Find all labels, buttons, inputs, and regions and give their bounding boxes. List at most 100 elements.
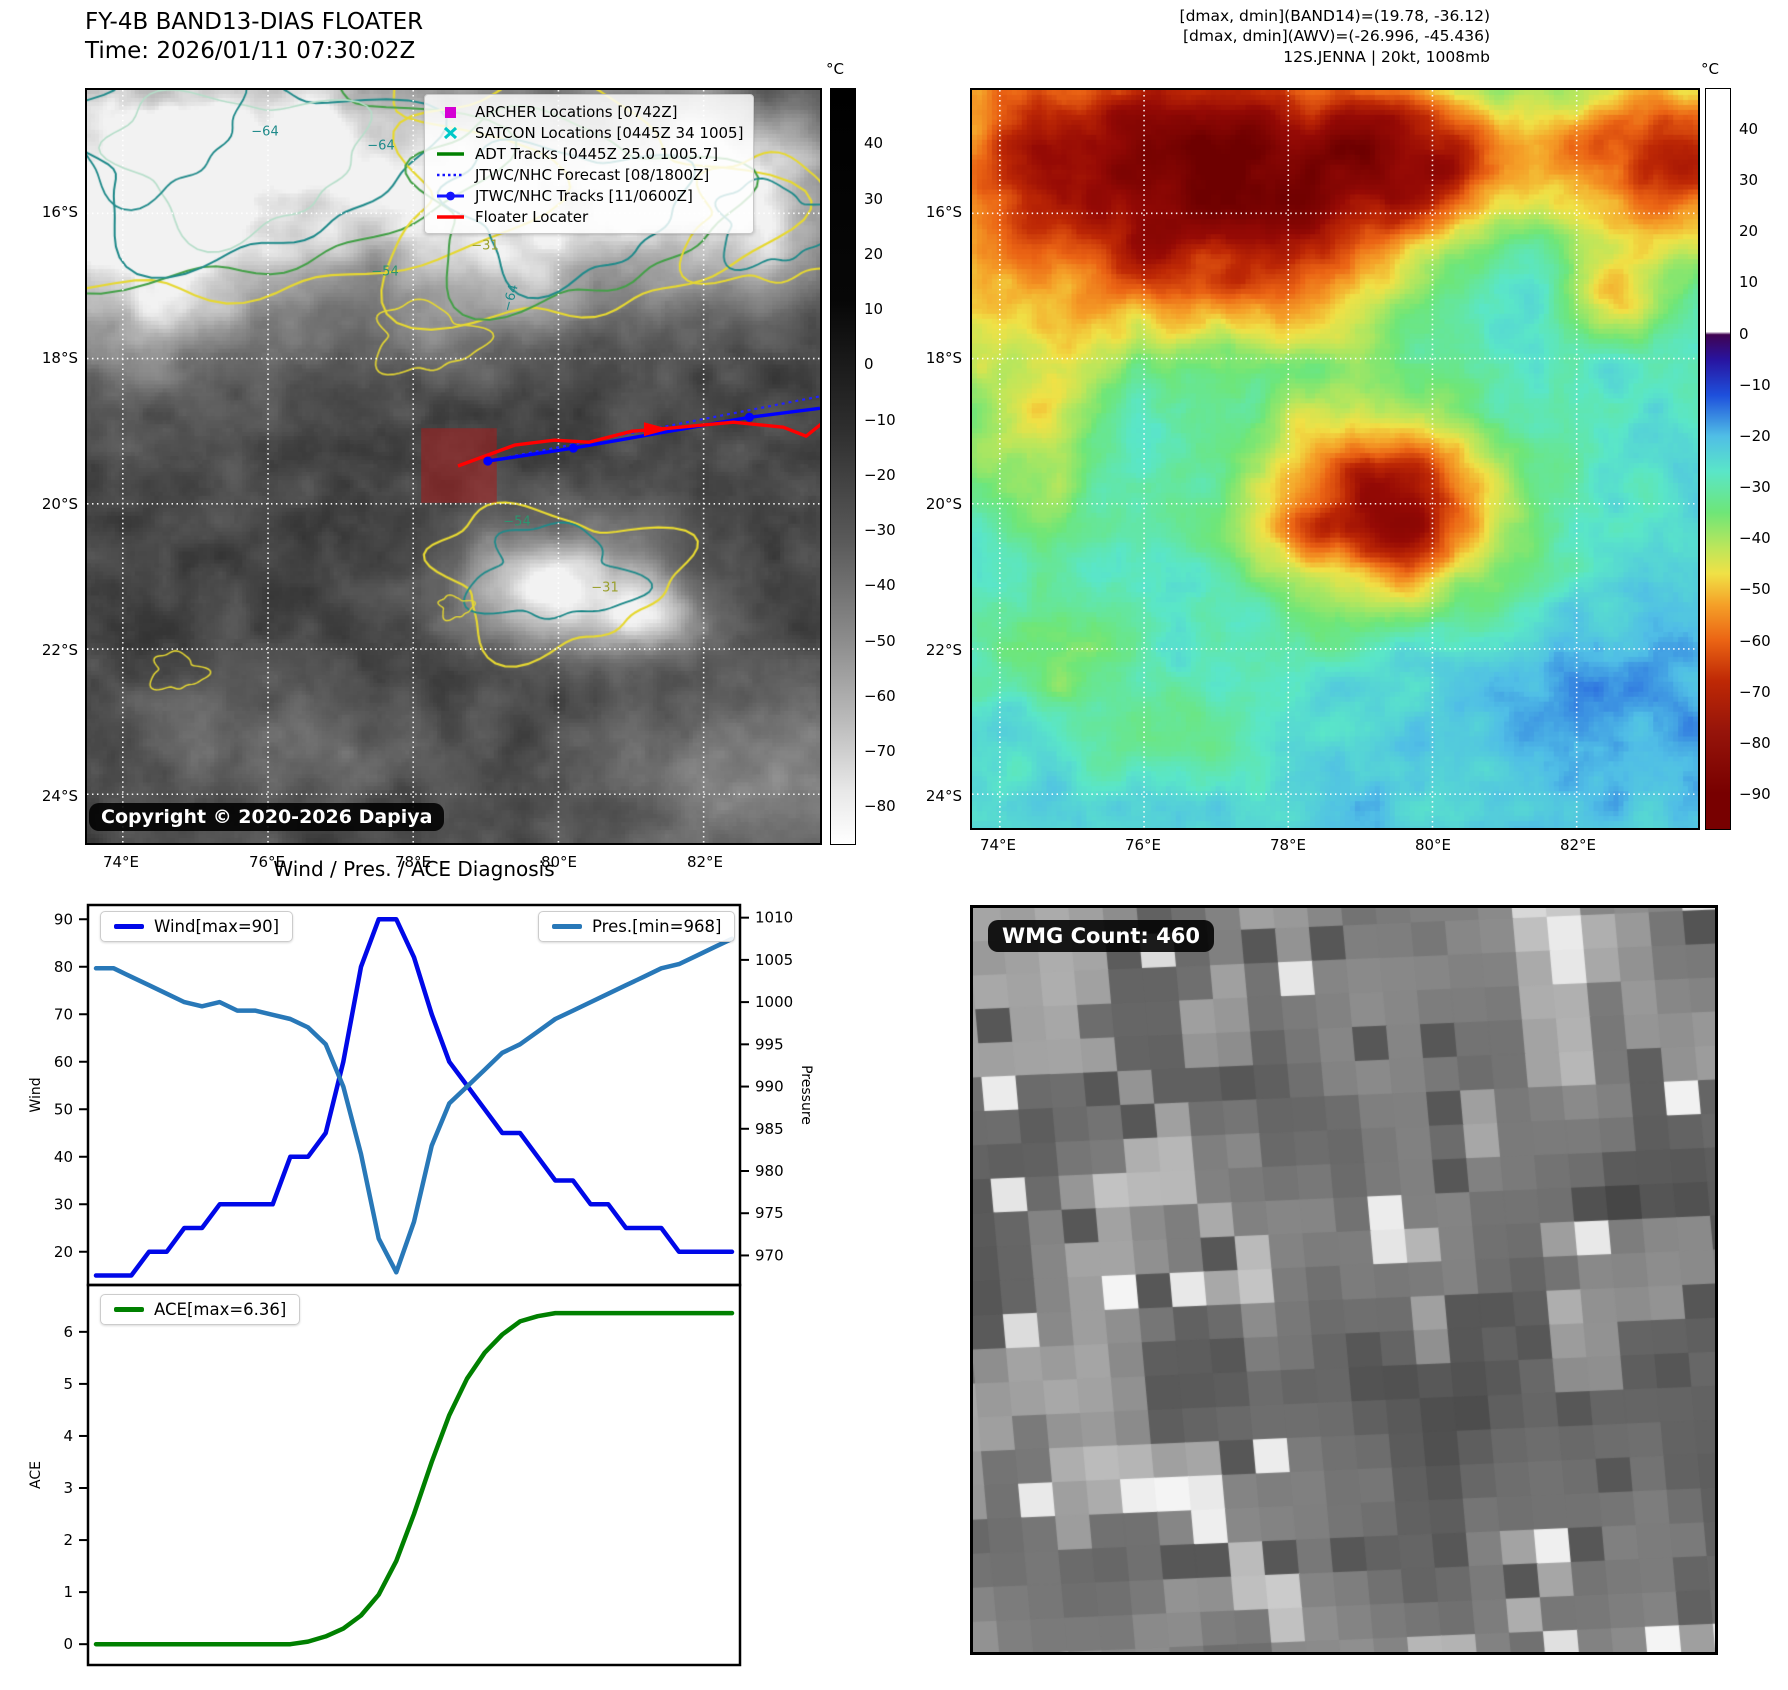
colorbar-tick-right: 30 xyxy=(1739,171,1759,190)
ace-legend-label: ACE[max=6.36] xyxy=(154,1300,287,1319)
colorbar-tick-left: −40 xyxy=(864,576,896,595)
colorbar-tick-right: 0 xyxy=(1739,324,1749,343)
legend-item: Floater Locater xyxy=(435,206,743,227)
storm-id-intensity: 12S.JENNA | 20kt, 1008mb xyxy=(1283,47,1490,66)
colorbar-tick-right: −30 xyxy=(1739,478,1771,497)
map-legend: ARCHER Locations [0742Z] SATCON Locations… xyxy=(424,94,755,234)
page-title: FY-4B BAND13-DIAS FLOATER xyxy=(85,9,424,35)
wind-line-sample xyxy=(114,924,144,929)
line-dot-marker-icon xyxy=(437,191,464,200)
svg-text:Pressure: Pressure xyxy=(798,1065,814,1125)
legend-item: SATCON Locations [0445Z 34 1005] xyxy=(435,122,743,143)
ir-enhanced-map xyxy=(970,88,1700,830)
svg-text:5: 5 xyxy=(63,1375,73,1393)
line-marker-icon xyxy=(437,214,464,219)
lon-tick-label-right: 80°E xyxy=(1414,836,1452,854)
colorbar-tick-right: −60 xyxy=(1739,631,1771,650)
svg-text:50: 50 xyxy=(54,1100,73,1118)
colorbar-unit-right: °C xyxy=(1701,60,1719,78)
svg-text:Wind: Wind xyxy=(28,1077,44,1112)
colorbar-tick-left: −30 xyxy=(864,521,896,540)
lon-tick-label-left: 82°E xyxy=(686,853,724,871)
colorbar-tick-left: −80 xyxy=(864,797,896,816)
line-marker-icon xyxy=(437,151,464,156)
legend-item-label: ARCHER Locations [0742Z] xyxy=(475,102,678,121)
legend-item: ADT Tracks [0445Z 25.0 1005.7] xyxy=(435,143,743,164)
colorbar-tick-left: −70 xyxy=(864,742,896,761)
colorbar-tick-left: 30 xyxy=(864,189,884,208)
colorbar-tick-right: −50 xyxy=(1739,580,1771,599)
colorbar-tick-right: 10 xyxy=(1739,273,1759,292)
colorbar-tick-right: −20 xyxy=(1739,426,1771,445)
legend-item: JTWC/NHC Forecast [08/1800Z] xyxy=(435,164,743,185)
contour-label: −54 xyxy=(503,514,531,530)
lon-tick-label-left: 78°E xyxy=(394,853,432,871)
svg-text:2: 2 xyxy=(63,1531,73,1549)
lon-tick-label-left: 74°E xyxy=(102,853,140,871)
colorbar-unit-left: °C xyxy=(826,60,844,78)
lat-tick-label-right: 24°S xyxy=(925,787,962,805)
dmax-awv: [dmax, dmin](AWV)=(-26.996, -45.436) xyxy=(1183,27,1490,46)
colorbar-tick-right: −10 xyxy=(1739,375,1771,394)
colorbar-tick-left: −10 xyxy=(864,410,896,429)
svg-text:80: 80 xyxy=(54,958,73,976)
colorbar-tick-right: −80 xyxy=(1739,734,1771,752)
wmg-microwave-panel xyxy=(970,905,1718,1655)
contour-label: −31 xyxy=(591,580,619,596)
dotted-marker-icon xyxy=(437,173,464,176)
pressure-line-sample xyxy=(552,924,582,929)
grayscale-colorbar xyxy=(830,88,856,845)
contour-label: −31 xyxy=(471,238,499,254)
svg-text:970: 970 xyxy=(755,1246,784,1264)
lon-tick-label-left: 76°E xyxy=(248,853,286,871)
svg-text:40: 40 xyxy=(54,1148,73,1166)
wind-pressure-chart: 90 80 70 60 50 40 30 20 1010 1005 1000 995 990 985 980… xyxy=(28,903,814,1287)
panel-title-block: FY-4B BAND13-DIAS FLOATER Time: 2026/01/… xyxy=(85,8,423,67)
svg-text:990: 990 xyxy=(755,1078,784,1096)
svg-text:30: 30 xyxy=(54,1195,73,1213)
svg-text:20: 20 xyxy=(54,1243,73,1261)
lat-tick-label-left: 16°S xyxy=(41,203,78,221)
lat-tick-label-right: 16°S xyxy=(925,203,962,221)
svg-text:995: 995 xyxy=(755,1035,784,1053)
colorbar-tick-left: 40 xyxy=(864,134,884,153)
page-timestamp: Time: 2026/01/11 07:30:02Z xyxy=(85,38,416,65)
svg-text:60: 60 xyxy=(54,1053,73,1071)
colorbar-tick-left: 0 xyxy=(864,355,874,374)
lon-tick-label-right: 82°E xyxy=(1559,836,1597,854)
ace-chart: 6 5 4 3 2 1 0 ACE xyxy=(28,1283,742,1667)
colorbar-tick-right: −90 xyxy=(1739,785,1771,804)
svg-text:ACE: ACE xyxy=(28,1461,44,1489)
svg-text:975: 975 xyxy=(755,1204,784,1222)
svg-text:3: 3 xyxy=(63,1479,73,1497)
storm-stats-header: [dmax, dmin](BAND14)=(19.78, -36.12) [dm… xyxy=(985,6,1490,67)
svg-text:985: 985 xyxy=(755,1120,784,1138)
svg-text:6: 6 xyxy=(63,1323,73,1341)
lon-tick-label-right: 78°E xyxy=(1269,836,1307,854)
lat-tick-label-left: 24°S xyxy=(41,787,78,805)
x-marker-icon xyxy=(443,126,458,139)
grid-overlay xyxy=(972,90,1698,828)
legend-item: JTWC/NHC Tracks [11/0600Z] xyxy=(435,185,743,206)
ace-legend: ACE[max=6.36] xyxy=(100,1294,301,1325)
colorbar-tick-right: 40 xyxy=(1739,119,1759,138)
contour-label: −54 xyxy=(371,264,399,280)
contour-label: −64 xyxy=(251,124,279,140)
svg-text:1010: 1010 xyxy=(755,909,793,927)
microwave-image xyxy=(973,908,1715,1652)
colorbar-tick-left: 20 xyxy=(864,244,884,263)
dmax-band14: [dmax, dmin](BAND14)=(19.78, -36.12) xyxy=(1179,7,1490,25)
svg-text:1005: 1005 xyxy=(755,951,793,969)
colorbar-tick-right: −40 xyxy=(1739,529,1771,548)
legend-item: ARCHER Locations [0742Z] xyxy=(435,101,743,122)
svg-text:0: 0 xyxy=(63,1635,73,1653)
legend-item-label: JTWC/NHC Tracks [11/0600Z] xyxy=(475,186,693,205)
lon-tick-label-right: 74°E xyxy=(979,836,1017,854)
copyright-badge: Copyright © 2020-2026 Dapiya xyxy=(89,803,445,831)
lat-tick-label-right: 22°S xyxy=(925,641,962,659)
colorbar-tick-left: −20 xyxy=(864,465,896,484)
svg-text:90: 90 xyxy=(54,910,73,928)
svg-text:1: 1 xyxy=(63,1583,73,1601)
square-marker-icon xyxy=(445,106,456,118)
